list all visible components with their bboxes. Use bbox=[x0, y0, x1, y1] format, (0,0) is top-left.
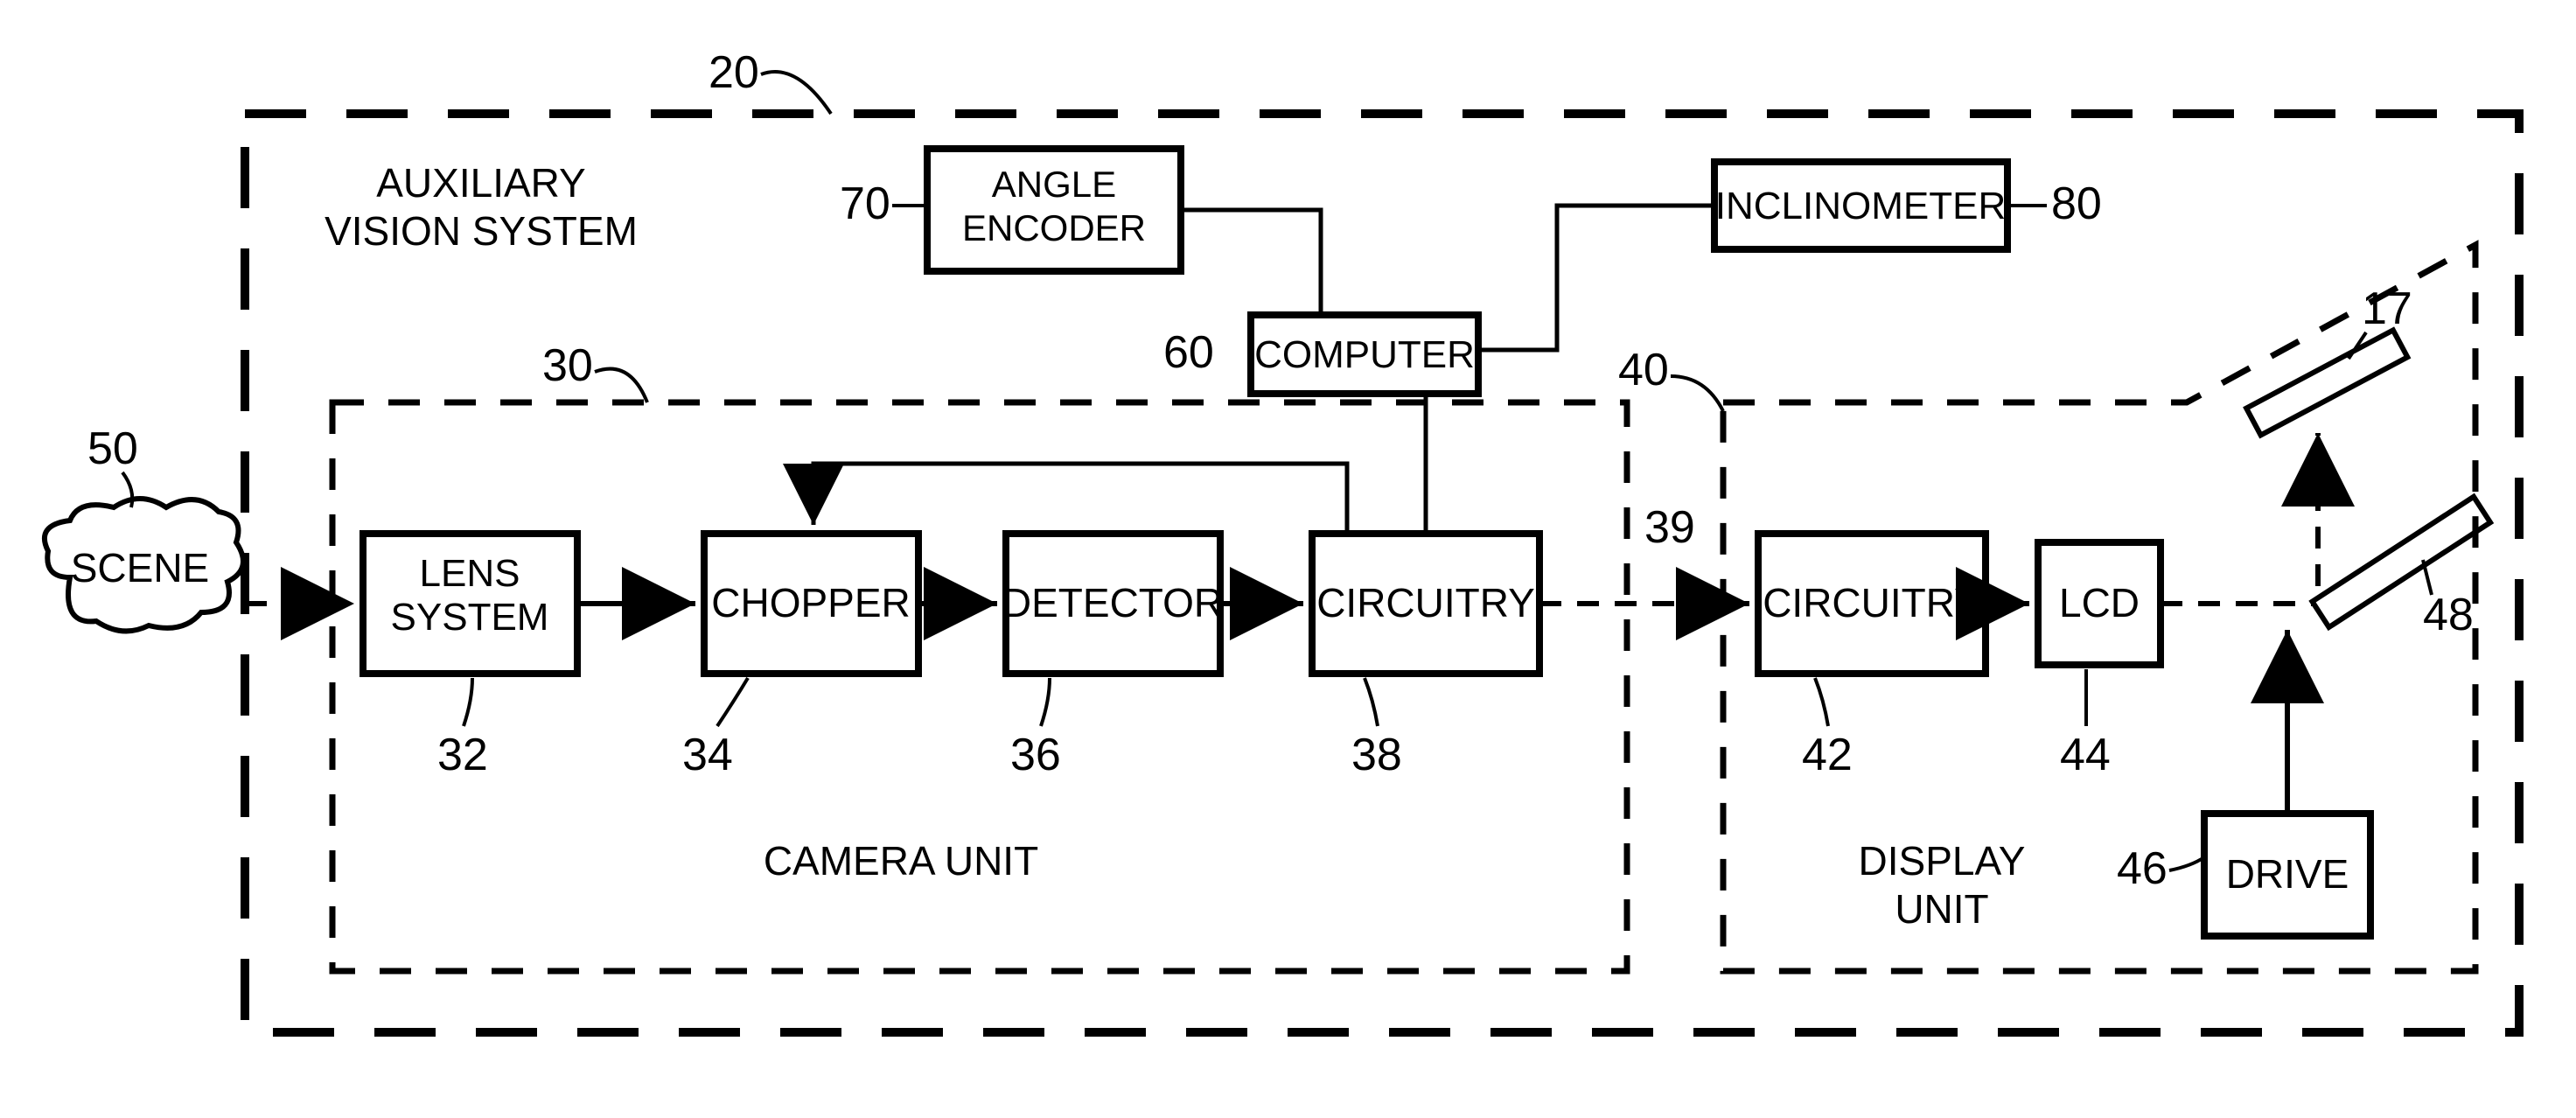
scene-block: SCENE bbox=[45, 499, 243, 631]
line-angle-encoder-computer bbox=[1181, 210, 1321, 315]
inclinometer-label: INCLINOMETER bbox=[1715, 185, 2006, 227]
drive-block: DRIVE bbox=[2204, 814, 2370, 936]
ref-17: 17 bbox=[2362, 283, 2412, 334]
computer-block: COMPUTER bbox=[1251, 315, 1478, 394]
feedback-circuitry1-chopper bbox=[813, 464, 1347, 534]
ref-38: 38 bbox=[1351, 730, 1402, 780]
ref-46: 46 bbox=[2117, 843, 2168, 894]
circuitry2-block: CIRCUITRY bbox=[1758, 534, 1986, 674]
scene-label: SCENE bbox=[71, 545, 209, 590]
ref-42: 42 bbox=[1802, 730, 1853, 780]
ref-40: 40 bbox=[1618, 345, 1669, 395]
camera-unit-container bbox=[332, 402, 1627, 971]
chopper-block: CHOPPER bbox=[704, 534, 918, 674]
svg-text:DISPLAY: DISPLAY bbox=[1859, 838, 2026, 884]
ref-36: 36 bbox=[1010, 730, 1061, 780]
aux-vision-title-2: VISION SYSTEM bbox=[325, 208, 638, 254]
svg-text:UNIT: UNIT bbox=[1895, 886, 1988, 932]
lcd-label: LCD bbox=[2059, 580, 2140, 625]
svg-text:SYSTEM: SYSTEM bbox=[391, 596, 549, 639]
camera-unit-title: CAMERA UNIT bbox=[764, 838, 1038, 884]
svg-text:ENCODER: ENCODER bbox=[962, 207, 1146, 248]
chopper-label: CHOPPER bbox=[711, 580, 910, 625]
detector-block: DETECTOR bbox=[1002, 534, 1223, 674]
mirror-17 bbox=[2246, 330, 2407, 435]
ref-20: 20 bbox=[709, 47, 759, 98]
svg-text:LENS: LENS bbox=[420, 552, 520, 595]
svg-text:ANGLE: ANGLE bbox=[992, 164, 1116, 205]
circuitry2-label: CIRCUITRY bbox=[1763, 580, 1981, 625]
line-inclinometer-computer bbox=[1478, 206, 1714, 350]
aux-vision-title-1: AUXILIARY bbox=[376, 160, 585, 206]
ref-34: 34 bbox=[682, 730, 733, 780]
drive-label: DRIVE bbox=[2226, 851, 2349, 897]
ref-44: 44 bbox=[2060, 730, 2111, 780]
ref-39: 39 bbox=[1644, 502, 1695, 553]
lcd-block: LCD bbox=[2038, 542, 2161, 665]
ref-48: 48 bbox=[2423, 590, 2474, 640]
ref-32: 32 bbox=[437, 730, 488, 780]
angle-encoder-block: ANGLE ENCODER bbox=[927, 149, 1181, 271]
inclinometer-block: INCLINOMETER bbox=[1714, 162, 2007, 249]
computer-label: COMPUTER bbox=[1254, 333, 1475, 376]
circuitry1-label: CIRCUITRY bbox=[1316, 580, 1535, 625]
lens-system-block: LENS SYSTEM bbox=[363, 534, 577, 674]
detector-label: DETECTOR bbox=[1002, 580, 1223, 625]
ref-50: 50 bbox=[87, 423, 138, 474]
ref-70: 70 bbox=[840, 178, 890, 229]
circuitry1-block: CIRCUITRY bbox=[1312, 534, 1539, 674]
ref-30: 30 bbox=[542, 340, 593, 391]
ref-80: 80 bbox=[2051, 178, 2102, 229]
ref-60: 60 bbox=[1163, 327, 1214, 378]
